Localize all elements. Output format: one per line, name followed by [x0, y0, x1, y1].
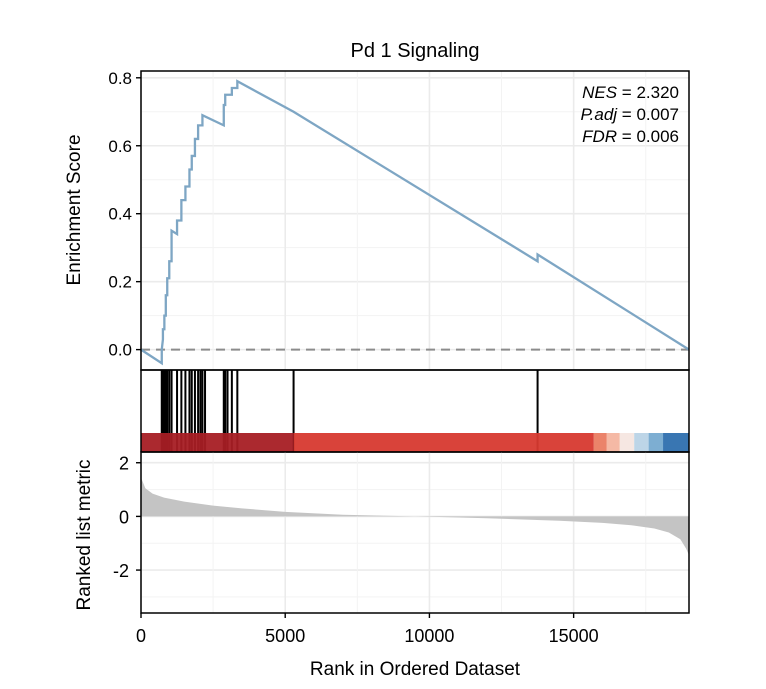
rank-gridlines — [140, 452, 689, 613]
x-tick-label: 10000 — [404, 626, 454, 646]
enrichment-score-panel: 0.0 0.2 0.4 0.6 0.8 Enrichment Score NES = 2… — [64, 69, 690, 371]
stat-nes-text: NES = 2.320 — [582, 83, 679, 102]
color-bar-segment — [593, 433, 607, 452]
x-axis: 0 5000 10000 15000 — [136, 613, 599, 646]
ranked-list-metric-panel: 2 0 -2 Ranked list metric — [74, 451, 690, 614]
gene-hit-panel — [140, 369, 690, 453]
x-tick-label: 0 — [136, 626, 146, 646]
color-bar-segment — [619, 433, 635, 452]
es-y-axis: 0.0 0.2 0.4 0.6 0.8 — [108, 69, 141, 360]
stat-value: = 2.320 — [617, 83, 679, 102]
stat-value: = 0.006 — [617, 127, 679, 146]
running-enrichment-score-line — [140, 79, 690, 366]
color-bar-segment — [293, 433, 594, 452]
es-y-tick-label: 0.8 — [108, 69, 132, 88]
stat-key: FDR — [582, 127, 617, 146]
color-bar-segment — [141, 433, 294, 452]
ranked-metric-area — [141, 477, 689, 556]
rank-panel-frame — [140, 451, 690, 614]
es-y-tick-label: 0.2 — [108, 273, 132, 292]
rank-y-tick-label: 0 — [119, 507, 129, 527]
rank-y-tick-label: 2 — [119, 454, 129, 474]
es-y-tick-label: 0.0 — [108, 341, 132, 360]
chart-title: Pd 1 Signaling — [351, 40, 480, 62]
color-bar-segment — [606, 433, 620, 452]
rank-y-tick-label: -2 — [113, 561, 129, 581]
color-bar-segment — [648, 433, 664, 452]
color-bar-segment — [663, 433, 689, 452]
x-tick-label: 15000 — [549, 626, 599, 646]
color-bar-segment — [634, 433, 649, 452]
x-axis-label: Rank in Ordered Dataset — [310, 659, 521, 680]
rank-y-axis: 2 0 -2 — [113, 454, 141, 581]
es-y-tick-label: 0.6 — [108, 137, 132, 156]
stat-fdr-text: FDR = 0.006 — [582, 127, 679, 146]
es-y-axis-label: Enrichment Score — [64, 134, 85, 285]
stat-value: = 0.007 — [617, 105, 679, 124]
x-tick-label: 5000 — [265, 626, 305, 646]
es-gridlines — [140, 71, 689, 370]
ranked-metric-color-bar — [141, 433, 689, 452]
es-y-tick-label: 0.4 — [108, 205, 132, 224]
stat-key: P.adj — [581, 105, 619, 124]
stat-padj-text: P.adj = 0.007 — [581, 105, 679, 124]
stat-key: NES — [582, 83, 618, 102]
rank-y-axis-label: Ranked list metric — [74, 460, 95, 611]
